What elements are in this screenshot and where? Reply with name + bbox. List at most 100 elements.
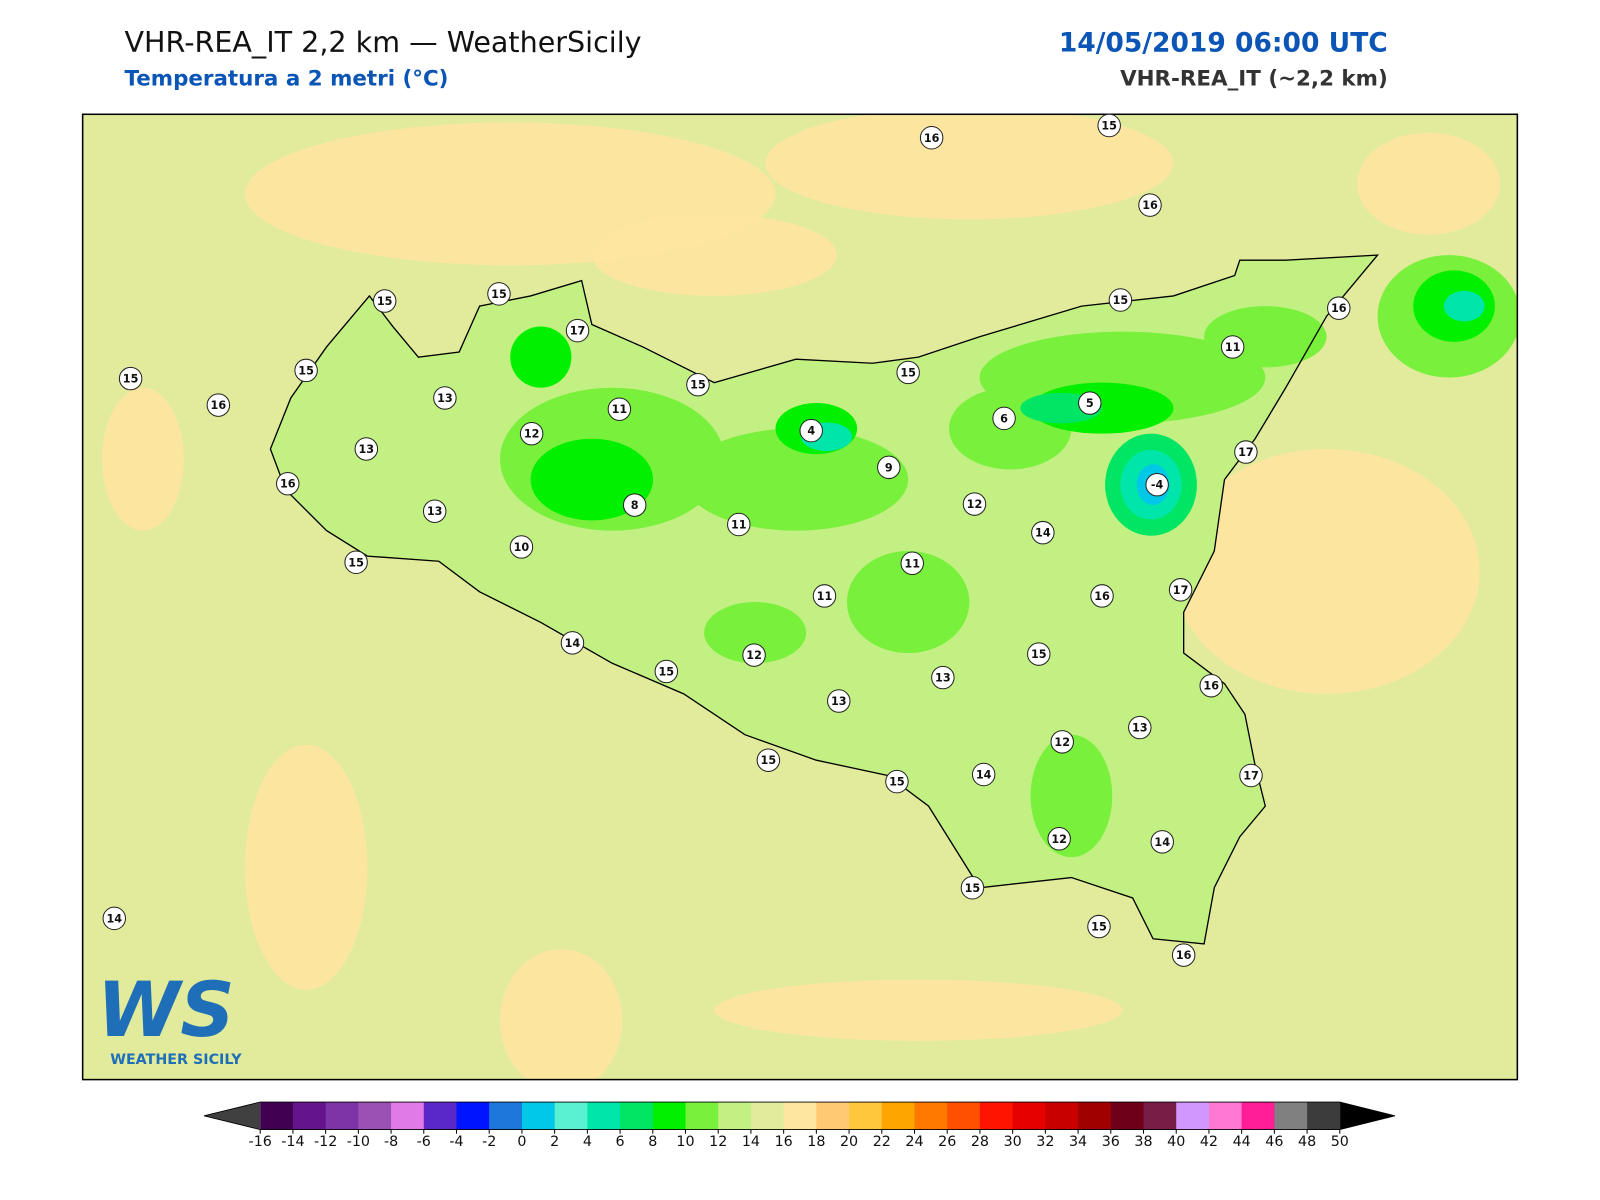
station-marker (827, 689, 851, 713)
colorbar-tick-label: -8 (384, 1134, 398, 1150)
station-marker (294, 358, 318, 383)
warm-area (500, 949, 623, 1080)
colorbar-tick-label: -14 (281, 1134, 304, 1150)
station-value: 12 (746, 649, 762, 662)
colorbar-box (1307, 1102, 1341, 1130)
colorbar-tick-label: -12 (314, 1134, 337, 1150)
stations: 16 15 16 15 15 17 15 16 11 15 15 16 13 15 15 11 12 4 6 5 13 9… (102, 113, 1351, 967)
station-value: 12 (967, 498, 983, 511)
station-value: 16 (1094, 590, 1110, 603)
warm-area (1173, 448, 1480, 694)
station-value: 14 (1035, 527, 1051, 540)
cold-area (510, 326, 572, 388)
station-marker (1047, 827, 1071, 851)
station-marker (1239, 763, 1263, 788)
colorbar-box (620, 1102, 654, 1130)
colorbar-box (979, 1102, 1014, 1130)
colorbar-tick-label: 48 (1298, 1134, 1316, 1150)
station-value: 17 (1238, 446, 1254, 459)
station-value: -4 (1151, 479, 1164, 492)
cool-area (704, 602, 807, 664)
station-marker (1327, 296, 1351, 320)
colorbar-tick-label: 16 (775, 1134, 793, 1150)
colorbar-tick-label: 22 (873, 1134, 891, 1150)
station-marker (102, 906, 127, 931)
station-marker (756, 748, 781, 772)
colorbar-tick-label: 50 (1331, 1134, 1349, 1150)
station-value: 14 (565, 637, 581, 650)
colorbar-box (1241, 1102, 1275, 1130)
station-marker (1138, 193, 1162, 217)
colorbar-tick-label: 18 (807, 1134, 825, 1150)
station-marker (962, 492, 987, 516)
station-value: 4 (807, 425, 815, 438)
datetime: 14/05/2019 06:00 UTC (1059, 27, 1388, 58)
station-value: 9 (885, 461, 893, 474)
station-marker (654, 659, 679, 684)
colorbar-tick-label: -2 (482, 1134, 496, 1150)
colorbar-box (914, 1102, 948, 1130)
station-marker (422, 499, 447, 523)
station-marker (622, 493, 647, 517)
station-marker (885, 769, 909, 794)
station-value: 16 (1203, 680, 1219, 693)
station-value: 16 (1176, 949, 1192, 962)
station-marker (1199, 673, 1223, 698)
colorbar-tick-label: 2 (550, 1134, 559, 1150)
map-frame (81, 113, 1519, 1081)
station-value: 13 (831, 695, 847, 708)
station-marker (919, 126, 944, 150)
station-marker (519, 421, 544, 446)
station-marker (812, 584, 837, 608)
colorbar-box (554, 1102, 588, 1130)
station-marker (1168, 578, 1193, 602)
station-value: 15 (889, 776, 905, 789)
station-value: 16 (280, 478, 296, 491)
colorbar-tick-label: 10 (676, 1134, 694, 1150)
colorbar-box (1045, 1102, 1079, 1130)
colorbar-tick-label: 26 (938, 1134, 956, 1150)
colorbar-box (1078, 1102, 1112, 1130)
station-marker (799, 418, 823, 443)
station-value: 17 (1173, 584, 1189, 597)
station-marker (971, 762, 996, 787)
colorbar-box (750, 1102, 785, 1130)
cold-core (1443, 290, 1485, 322)
colorbar-box (325, 1102, 359, 1130)
station-marker (1128, 715, 1152, 740)
station-value: 16 (1142, 199, 1158, 212)
station-marker (1220, 335, 1245, 359)
colorbar-tick-label: 4 (583, 1134, 592, 1150)
colorbar-box (947, 1102, 981, 1130)
station-marker (1097, 113, 1121, 138)
colorbar-tick-label: 12 (709, 1134, 727, 1150)
station-value: 15 (298, 364, 314, 377)
colorbar-box (783, 1102, 817, 1130)
station-marker (1234, 440, 1258, 464)
station-marker (1145, 472, 1169, 497)
colorbar-tick-label: 40 (1167, 1134, 1185, 1150)
colorbar-tick-label: 46 (1265, 1134, 1283, 1150)
colorbar-tick-label: 30 (1004, 1134, 1022, 1150)
station-marker (372, 289, 397, 313)
colorbar-box (489, 1102, 523, 1130)
station-marker (607, 397, 632, 421)
map (82, 114, 1518, 1080)
station-value: 15 (659, 665, 675, 678)
station-value: 8 (631, 499, 639, 512)
station-value: 15 (965, 882, 981, 895)
station-marker (1171, 943, 1196, 967)
station-marker (560, 631, 585, 655)
warm-area (1357, 132, 1500, 235)
colorbar: -16 -14 -12 -10 -8 -6 -4 -2 0 2 4 6 8 10 12 14 16 18 20 22 2… (203, 1101, 1395, 1150)
colorbar-tick-label: 36 (1102, 1134, 1120, 1150)
station-marker (1027, 642, 1051, 666)
station-marker (896, 360, 920, 385)
station-marker (1108, 288, 1133, 312)
station-value: 15 (1031, 648, 1047, 661)
colorbar-tick-label: 32 (1036, 1134, 1054, 1150)
station-value: 15 (1101, 120, 1117, 133)
station-value: 13 (437, 392, 453, 405)
station-marker (433, 386, 457, 410)
